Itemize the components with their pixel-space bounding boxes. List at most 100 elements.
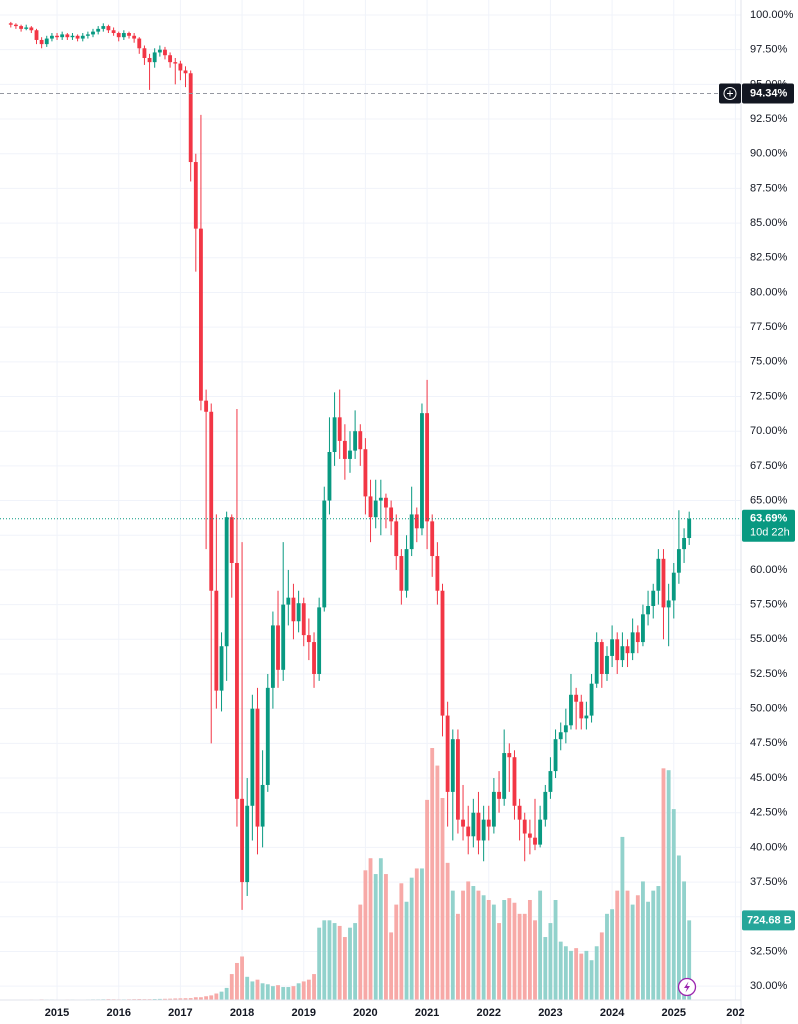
volume-bar — [337, 925, 342, 1000]
volume-bar — [558, 941, 563, 1000]
candle-body — [548, 771, 553, 792]
candle-body — [317, 607, 322, 674]
y-tick-label: 57.50% — [750, 599, 788, 611]
candle-body — [420, 413, 424, 529]
candle-body — [389, 507, 394, 522]
volume-bar — [348, 927, 352, 1000]
volume-bar — [615, 890, 620, 1000]
candle-body — [651, 590, 656, 606]
candle-body — [296, 603, 301, 622]
candle-body — [8, 23, 13, 25]
candle-body — [312, 642, 316, 674]
candle-body — [615, 639, 620, 661]
candle-body — [224, 517, 229, 647]
volume-bar — [327, 920, 332, 1000]
volume-bar — [276, 985, 280, 1000]
candle-body — [476, 812, 481, 841]
volume-bar — [296, 983, 301, 1000]
candle-body — [137, 38, 142, 49]
y-tick-label: 30.00% — [750, 980, 788, 992]
candle-body — [327, 451, 332, 501]
volume-bar — [507, 898, 512, 1000]
candle-body — [635, 632, 640, 643]
volume-bar — [425, 799, 430, 1000]
candle-body — [512, 757, 517, 806]
volume-bar — [676, 855, 681, 1000]
candle-body — [75, 35, 80, 39]
volume-bar — [188, 998, 193, 1000]
candle-body — [60, 34, 65, 38]
candle-body — [527, 833, 532, 838]
candle-body — [188, 73, 193, 163]
candle-body — [425, 413, 430, 522]
lightning-icon[interactable] — [677, 977, 697, 997]
y-tick-label: 47.50% — [750, 737, 788, 749]
candle-body — [183, 70, 188, 74]
volume-bar — [682, 881, 686, 1000]
candle-body — [517, 805, 522, 820]
candle-body — [610, 639, 615, 656]
volume-bar — [522, 913, 527, 1000]
candle-body — [255, 708, 260, 827]
volume-bar — [420, 868, 424, 1000]
candle-body — [24, 27, 29, 29]
y-tick-label: 40.00% — [750, 841, 788, 853]
candle-body — [204, 400, 209, 412]
candle-body — [291, 597, 296, 622]
y-tick-label: 70.00% — [750, 425, 788, 437]
volume-bar — [481, 895, 486, 1000]
volume-bar — [656, 886, 661, 1000]
y-tick-label: 55.00% — [750, 633, 788, 645]
volume-bar — [291, 986, 296, 1000]
candle-body — [44, 38, 49, 45]
x-tick-label: 2024 — [600, 1007, 625, 1019]
volume-bar — [353, 923, 358, 1000]
volume-label-box — [742, 910, 795, 931]
candle-body — [522, 819, 527, 834]
candle-body — [666, 600, 671, 608]
x-tick-label: 202 — [726, 1007, 744, 1019]
candle-body — [229, 517, 234, 563]
y-tick-label: 42.50% — [750, 807, 788, 819]
x-tick-label: 2015 — [45, 1007, 69, 1019]
overlay — [0, 93, 741, 520]
candle-body — [281, 604, 286, 670]
candle-body — [157, 49, 162, 53]
volume-bar — [332, 923, 337, 1000]
candle-body — [646, 605, 650, 615]
candle-body — [630, 632, 635, 654]
volume-bar — [219, 991, 224, 1000]
y-tick-label: 87.50% — [750, 182, 788, 194]
volume-bar — [255, 979, 260, 1000]
candle-body — [394, 521, 399, 557]
y-tick-label: 32.50% — [750, 945, 788, 957]
candle-body — [353, 431, 358, 451]
volume-bar — [229, 974, 234, 1000]
candle-body — [173, 62, 178, 64]
volume-bar — [209, 995, 214, 1000]
volume-bar — [486, 899, 491, 1000]
candle-body — [121, 33, 126, 38]
candle-body — [265, 687, 270, 785]
candle-body — [435, 556, 440, 591]
candle-body — [481, 819, 486, 841]
volume-bar — [265, 984, 270, 1000]
volume-bar — [594, 946, 599, 1000]
y-tick-label: 65.00% — [750, 494, 788, 506]
x-tick-label: 2017 — [168, 1007, 192, 1019]
volume-bar — [157, 998, 162, 1000]
volume-bar — [574, 948, 579, 1000]
volume-bar — [440, 798, 445, 1000]
candle-body — [306, 635, 311, 643]
volume-bar — [599, 932, 604, 1000]
candle-body — [70, 35, 75, 38]
candle-body — [414, 514, 419, 529]
candle-body — [13, 24, 18, 27]
candle-body — [152, 52, 157, 63]
last-price-box — [742, 509, 795, 542]
volume-bar — [317, 927, 322, 1000]
candle-body — [358, 431, 363, 450]
volume-bar — [430, 748, 435, 1000]
volume-bar — [409, 877, 414, 1000]
